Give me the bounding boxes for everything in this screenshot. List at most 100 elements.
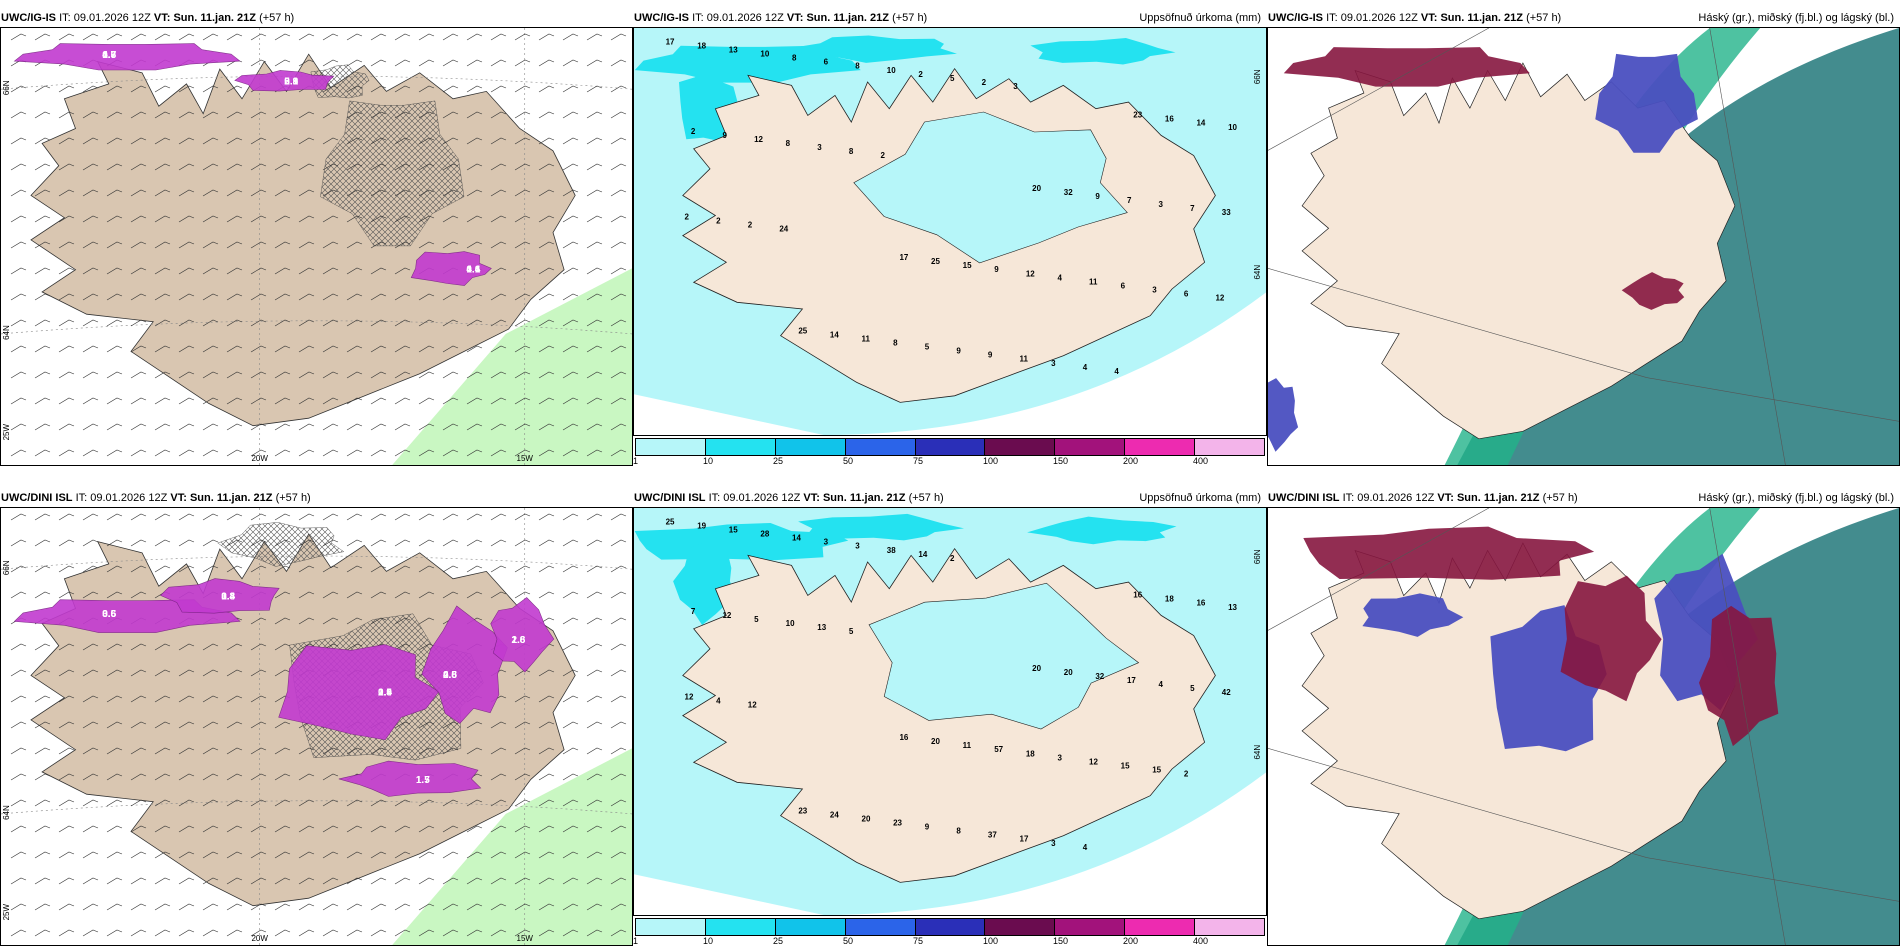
axis-label: 64N xyxy=(1253,745,1262,760)
precip-value: 16 xyxy=(1196,599,1205,608)
snow-amount-label: 0.5 xyxy=(102,609,116,620)
legend-swatch xyxy=(1125,919,1196,935)
snow-amount-label: 0.8 xyxy=(443,670,457,681)
precip-value: 4 xyxy=(1083,843,1088,852)
precip-value: 20 xyxy=(1064,668,1073,677)
precip-value: 16 xyxy=(1165,115,1174,124)
panel-header: UWC/DINI ISL IT: 09.01.2026 12Z VT: Sun.… xyxy=(1,492,311,504)
map-precipitation[interactable]: 17 17 23 25 20 18 25 16 14 32 13 15 14 11 9 10 9 10 8 7 8 12 2… xyxy=(633,27,1267,436)
precip-value: 16 xyxy=(899,733,908,742)
precip-value: 3 xyxy=(824,538,829,547)
precip-value: 4 xyxy=(1114,367,1119,376)
precip-heavy-area xyxy=(1030,38,1176,65)
precip-value: 8 xyxy=(792,54,797,63)
legend-swatch xyxy=(915,919,986,935)
precip-value: 17 xyxy=(1127,676,1136,685)
snow-band xyxy=(13,43,241,71)
axis-label: 25W xyxy=(2,424,11,441)
precip-value: 20 xyxy=(862,814,871,823)
precip-value: 2 xyxy=(691,127,696,136)
precip-value: 10 xyxy=(786,619,795,628)
map-cloud-cover[interactable] xyxy=(1267,27,1900,466)
precip-value: 13 xyxy=(1228,603,1237,612)
precip-value: 32 xyxy=(1095,672,1104,681)
high-cloud-area xyxy=(1560,575,1662,702)
hatched-area xyxy=(217,522,345,567)
precip-value: 5 xyxy=(849,627,854,636)
precip-value: 2 xyxy=(748,220,753,229)
legend-label: 200 xyxy=(1123,936,1139,946)
snow-amount-label: 3.6 xyxy=(102,609,116,620)
precip-value: 12 xyxy=(754,135,763,144)
precip-value: 3 xyxy=(1051,839,1056,848)
precip-value: 57 xyxy=(994,745,1003,754)
map-precipitation[interactable]: 25 16 16 23 20 19 20 18 24 20 15 11 16 20 32 28 57 13 23 17… xyxy=(633,507,1267,916)
precip-value: 15 xyxy=(729,525,738,534)
precip-value: 12 xyxy=(748,700,757,709)
snow-band xyxy=(234,70,335,92)
legend-swatch xyxy=(775,439,846,455)
axis-label: 25W xyxy=(2,904,11,921)
snow-amount-label: 0.4 xyxy=(221,591,235,602)
precip-value: 20 xyxy=(931,737,940,746)
snow-amount-label: 0.6 xyxy=(102,609,116,620)
precip-value: 9 xyxy=(722,131,727,140)
legend-label: 400 xyxy=(1192,456,1209,466)
hatched-area xyxy=(320,100,465,247)
precip-value: 9 xyxy=(988,351,993,360)
precip-value: 11 xyxy=(963,741,972,750)
precip-value: 3 xyxy=(1013,82,1018,91)
snow-amount-label: 1.7 xyxy=(102,50,116,61)
snow-amount-label: 4.4 xyxy=(466,264,480,275)
precip-value: 8 xyxy=(893,338,898,347)
precip-value: 9 xyxy=(994,265,999,274)
map-snow-wind[interactable]: 4.7 5.8 4.4 4.3 2.1 0.6 0.6 0.9 1.1 1.7 20W 15W 66N 6… xyxy=(0,27,633,466)
axis-label: 15W xyxy=(517,934,534,943)
precip-value: 3 xyxy=(817,143,822,152)
legend-label: 25 xyxy=(772,936,783,946)
snow-wind-svg: 4.7 5.8 4.4 4.3 2.1 0.6 0.6 0.9 1.1 1.7 20W 15W 66N 6… xyxy=(1,28,632,465)
precip-value: 20 xyxy=(1032,184,1041,193)
panel-dini-snow: UWC/DINI ISL IT: 09.01.2026 12Z VT: Sun.… xyxy=(0,489,633,946)
legend-swatch xyxy=(1195,919,1265,935)
snow-amount-label: 1.1 xyxy=(466,264,480,275)
high-cloud-area xyxy=(1303,526,1595,580)
snow-amount-label: 1.5 xyxy=(416,775,430,786)
axis-label: 64N xyxy=(1253,265,1262,280)
precip-legend: 1 10 25 50 75 100 150 200 400 xyxy=(633,436,1267,466)
precip-value: 3 xyxy=(1057,753,1062,762)
precip-value: 23 xyxy=(1133,111,1142,120)
map-cloud-cover[interactable] xyxy=(1267,507,1900,946)
snow-amount-label: 2.6 xyxy=(511,635,525,646)
legend-label: 100 xyxy=(983,936,999,946)
legend-label: 150 xyxy=(1053,936,1069,946)
map-snow-wind[interactable]: 3.6 3.8 2.5 4.6 2.6 1.5 0.6 1.3 0.9 2.5 1.8 1.7 0.5 0… xyxy=(0,507,633,946)
precip-value: 38 xyxy=(887,546,896,555)
panel-header: UWC/IG-IS IT: 09.01.2026 12Z VT: Sun. 11… xyxy=(633,9,1267,27)
high-cloud-area xyxy=(1621,272,1685,310)
precip-value: 15 xyxy=(1152,766,1161,775)
precip-value: 3 xyxy=(855,542,860,551)
precip-value: 8 xyxy=(849,147,854,156)
precip-value: 10 xyxy=(1228,123,1237,132)
precip-value: 11 xyxy=(1089,277,1098,286)
precip-heavy-area xyxy=(788,35,957,63)
precip-value: 12 xyxy=(1026,269,1035,278)
legend-labels: 1 10 25 50 75 100 150 200 400 xyxy=(633,936,1265,946)
snow-amount-label: 0.6 xyxy=(466,264,480,275)
legend-bar xyxy=(635,438,1265,456)
model-name: UWC/DINI ISL xyxy=(1268,492,1340,504)
legend-swatch xyxy=(1125,439,1196,455)
axis-label: 20W xyxy=(251,934,268,943)
precip-value: 2 xyxy=(918,70,923,79)
snow-amount-label: 2.5 xyxy=(443,670,457,681)
snow-band xyxy=(278,644,440,741)
map-title: Háský (gr.), miðský (fj.bl.) og lágský (… xyxy=(1698,492,1894,504)
precip-value: 2 xyxy=(716,216,721,225)
axis-label: 66N xyxy=(2,560,11,575)
snow-amount-label: 0.6 xyxy=(102,50,116,61)
snow-amount-label: 3.8 xyxy=(221,591,235,602)
precip-value: 5 xyxy=(950,74,955,83)
precip-value: 28 xyxy=(760,529,769,538)
precip-value: 25 xyxy=(798,326,807,335)
